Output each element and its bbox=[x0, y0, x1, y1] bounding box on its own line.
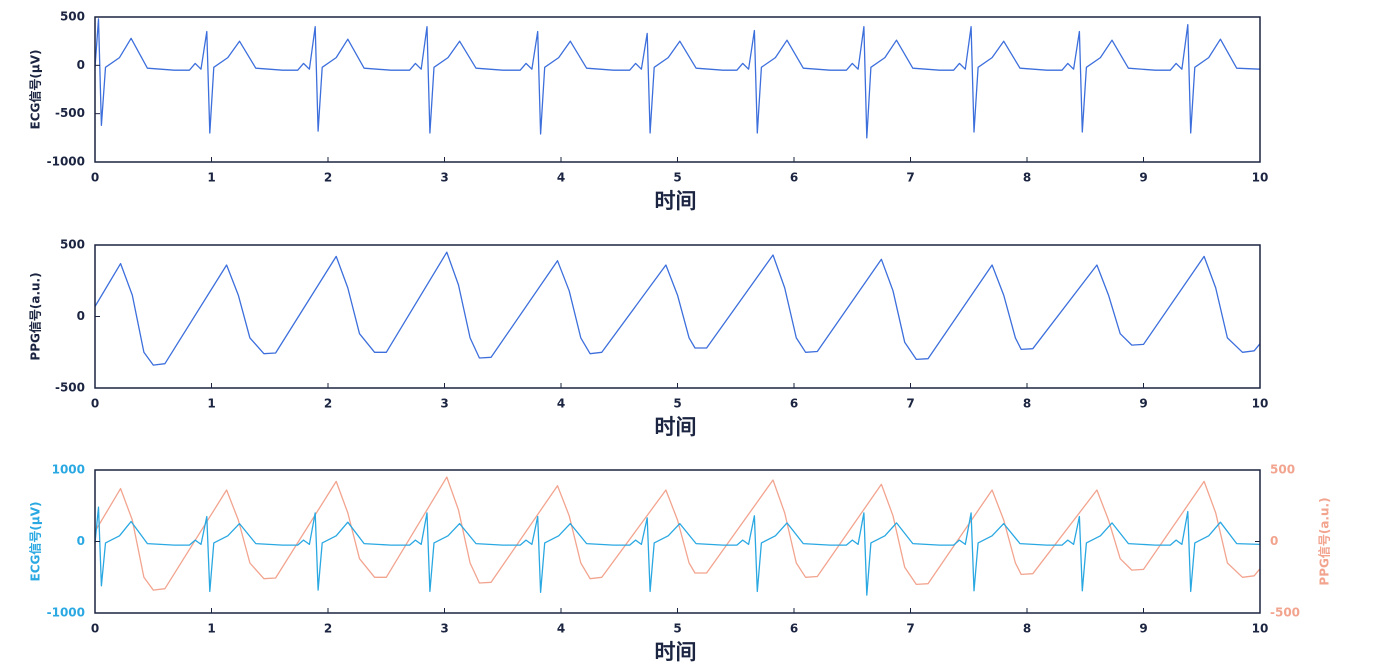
x-tick-label: 6 bbox=[790, 171, 798, 185]
x-tick-label: 3 bbox=[440, 171, 448, 185]
x-tick-label: 9 bbox=[1139, 171, 1147, 185]
y-tick-label: -1000 bbox=[47, 155, 85, 169]
x-tick-label: 6 bbox=[790, 397, 798, 411]
x-tick-label: 5 bbox=[673, 171, 681, 185]
y-axis-label: PPG信号(a.u.) bbox=[28, 272, 43, 360]
x-tick-label: 1 bbox=[207, 397, 215, 411]
x-tick-label: 7 bbox=[906, 397, 914, 411]
y-tick-label: 500 bbox=[60, 238, 85, 252]
x-tick-label: 9 bbox=[1139, 622, 1147, 636]
x-tick-label: 0 bbox=[91, 171, 99, 185]
y-tick-label: 0 bbox=[77, 58, 85, 72]
x-tick-label: 4 bbox=[557, 397, 565, 411]
y2-tick-label: -500 bbox=[1270, 606, 1300, 620]
x-tick-label: 5 bbox=[673, 622, 681, 636]
y2-tick-label: 0 bbox=[1270, 534, 1278, 548]
y-tick-label: -500 bbox=[55, 381, 85, 395]
x-tick-label: 10 bbox=[1252, 397, 1269, 411]
y-axis-label: ECG信号(μV) bbox=[28, 50, 43, 130]
y-axis-label: ECG信号(μV) bbox=[28, 502, 43, 582]
x-tick-label: 8 bbox=[1023, 171, 1031, 185]
x-axis-label: 时间 bbox=[655, 640, 697, 664]
x-tick-label: 0 bbox=[91, 622, 99, 636]
x-tick-label: 3 bbox=[440, 397, 448, 411]
x-tick-label: 4 bbox=[557, 171, 565, 185]
x-tick-label: 8 bbox=[1023, 622, 1031, 636]
x-tick-label: 2 bbox=[324, 171, 332, 185]
x-tick-label: 6 bbox=[790, 622, 798, 636]
x-tick-label: 1 bbox=[207, 622, 215, 636]
x-tick-label: 10 bbox=[1252, 171, 1269, 185]
x-tick-label: 4 bbox=[557, 622, 565, 636]
y-tick-label: 0 bbox=[77, 534, 85, 548]
x-tick-label: 1 bbox=[207, 171, 215, 185]
y-tick-label: 0 bbox=[77, 309, 85, 323]
x-tick-label: 8 bbox=[1023, 397, 1031, 411]
x-tick-label: 2 bbox=[324, 622, 332, 636]
x-tick-label: 5 bbox=[673, 397, 681, 411]
x-axis-label: 时间 bbox=[655, 189, 697, 213]
x-tick-label: 9 bbox=[1139, 397, 1147, 411]
plot-frame bbox=[94, 469, 1261, 614]
x-axis-label: 时间 bbox=[655, 415, 697, 439]
signal-line bbox=[94, 476, 1261, 591]
x-tick-label: 10 bbox=[1252, 622, 1269, 636]
y2-axis-label: PPG信号(a.u.) bbox=[1317, 497, 1332, 585]
signal-line bbox=[94, 18, 1261, 139]
x-tick-label: 2 bbox=[324, 397, 332, 411]
x-tick-label: 0 bbox=[91, 397, 99, 411]
y-tick-label: 1000 bbox=[52, 463, 85, 477]
y2-tick-label: 500 bbox=[1270, 463, 1295, 477]
plot-frame bbox=[94, 244, 1261, 389]
x-tick-label: 7 bbox=[906, 171, 914, 185]
x-tick-label: 7 bbox=[906, 622, 914, 636]
y-tick-label: -1000 bbox=[47, 606, 85, 620]
signal-line bbox=[94, 506, 1261, 596]
signal-line bbox=[94, 251, 1261, 366]
y-tick-label: 500 bbox=[60, 10, 85, 24]
x-tick-label: 3 bbox=[440, 622, 448, 636]
y-tick-label: -500 bbox=[55, 106, 85, 120]
